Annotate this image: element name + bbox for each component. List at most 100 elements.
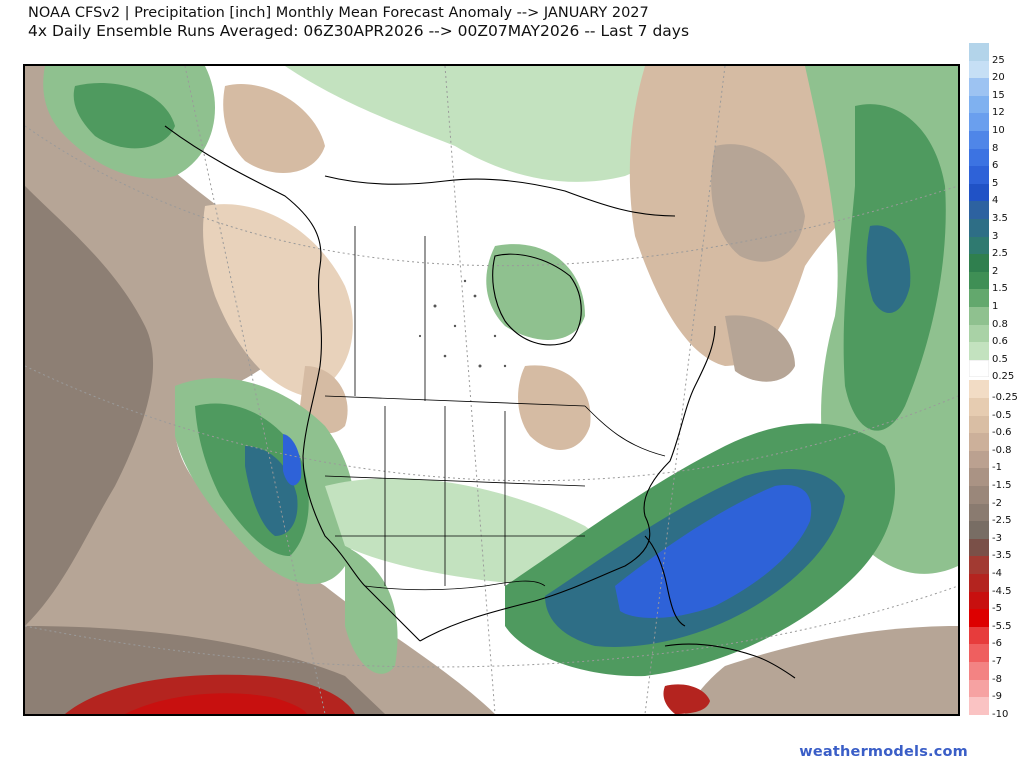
colorbar-segment xyxy=(969,271,989,290)
colorbar-segment xyxy=(969,609,989,627)
colorbar-segment xyxy=(969,131,989,149)
colorbar-label: -1.5 xyxy=(992,480,1012,491)
colorbar-segment xyxy=(969,486,989,504)
precip-anomaly-map xyxy=(25,66,958,714)
colorbar-label: 2 xyxy=(992,265,999,277)
caribbean-red-dry xyxy=(663,684,710,714)
colorbar-label: -10 xyxy=(992,708,1009,720)
colorbar-segment xyxy=(969,78,989,96)
colorbar-label: 10 xyxy=(992,125,1005,136)
colorbar-segment xyxy=(969,380,989,398)
colorbar-segment xyxy=(969,538,989,557)
colorbar-label: 5 xyxy=(992,177,999,189)
colorbar-label: -7 xyxy=(992,656,1002,667)
colorbar-label: -0.25 xyxy=(992,392,1018,403)
colorbar-label: -0.6 xyxy=(992,427,1012,439)
hudson-bay-wet xyxy=(486,244,585,340)
colorbar-label: 1.5 xyxy=(992,283,1008,295)
colorbar-segment xyxy=(969,398,989,416)
nw-pacific-wet-core xyxy=(73,82,175,149)
colorbar-segment xyxy=(969,556,989,574)
colorbar-label: -3 xyxy=(992,532,1002,544)
lakes xyxy=(418,279,507,368)
colorbar-segment xyxy=(969,183,989,202)
political-borders xyxy=(324,226,666,591)
colorbar-segment xyxy=(969,433,989,451)
colorbar-label: 12 xyxy=(992,107,1005,119)
colorbar-segment xyxy=(969,662,989,680)
arctic-wet-region xyxy=(285,66,675,182)
colorbar-label: 0.5 xyxy=(992,353,1008,365)
colorbar-label: -5 xyxy=(992,603,1002,615)
colorbar-label: -4 xyxy=(992,568,1002,579)
colorbar xyxy=(969,43,989,715)
western-canada-dry xyxy=(203,204,353,396)
colorbar-segment xyxy=(969,219,989,237)
colorbar-segment xyxy=(969,148,989,167)
colorbar-label: 3 xyxy=(992,230,999,242)
colorbar-segment xyxy=(969,503,989,522)
california-wet-peak xyxy=(283,434,302,486)
colorbar-label: -5.5 xyxy=(992,620,1012,632)
colorbar-label: -2 xyxy=(992,497,1002,509)
greenland-dry-core xyxy=(711,144,805,262)
colorbar-label: 15 xyxy=(992,89,1005,101)
great-lakes-dry xyxy=(518,365,591,450)
colorbar-segment xyxy=(969,43,989,61)
pacific-dry-region xyxy=(25,66,495,714)
colorbar-label: -0.8 xyxy=(992,444,1012,456)
colorbar-label: -9 xyxy=(992,691,1002,703)
alaska-dry xyxy=(223,84,325,173)
colorbar-label: 1 xyxy=(992,301,999,312)
map-title: NOAA CFSv2 | Precipitation [inch] Monthl… xyxy=(28,5,649,21)
colorbar-label: -4.5 xyxy=(992,585,1012,597)
colorbar-segment xyxy=(969,697,989,715)
colorbar-label: -8 xyxy=(992,673,1002,685)
colorbar-label: 25 xyxy=(992,54,1005,66)
central-us-wet xyxy=(325,478,606,586)
colorbar-label: 8 xyxy=(992,142,999,154)
colorbar-label: 0.8 xyxy=(992,318,1008,330)
gulf-atlantic-wet-core xyxy=(615,485,812,618)
colorbar-segment xyxy=(969,591,989,610)
colorbar-segment xyxy=(969,415,989,434)
colorbar-segment xyxy=(969,307,989,325)
red-dry-inner xyxy=(125,693,307,714)
colorbar-label: 0.6 xyxy=(992,336,1008,348)
caribbean-dry-region xyxy=(685,626,958,714)
source-credit: weathermodels.com xyxy=(799,744,968,760)
graticule xyxy=(25,66,958,714)
colorbar-segment xyxy=(969,679,989,698)
colorbar-segment xyxy=(969,60,989,79)
colorbar-segment xyxy=(969,574,989,592)
colorbar-segment xyxy=(969,359,989,378)
colorbar-label: 3.5 xyxy=(992,213,1008,224)
colorbar-segment xyxy=(969,644,989,662)
map-subtitle: 4x Daily Ensemble Runs Averaged: 06Z30AP… xyxy=(28,22,690,40)
colorbar-segment xyxy=(969,95,989,114)
pacific-dry-core xyxy=(25,186,154,626)
colorbar-label: -3.5 xyxy=(992,550,1012,562)
colorbar-label: 2.5 xyxy=(992,248,1008,260)
colorbar-label: -0.5 xyxy=(992,409,1012,421)
colorbar-segment xyxy=(969,468,989,486)
colorbar-segment xyxy=(969,166,989,184)
colorbar-label: 0.25 xyxy=(992,371,1015,383)
labrador-dry-core xyxy=(725,315,795,382)
colorbar-segment xyxy=(969,342,989,360)
coastlines xyxy=(164,125,796,679)
colorbar-label: 6 xyxy=(992,160,999,172)
colorbar-segment xyxy=(969,324,989,343)
colorbar-segment xyxy=(969,450,989,469)
north-atlantic-wet-core xyxy=(866,225,911,313)
colorbar-segment xyxy=(969,113,989,131)
colorbar-label: -2.5 xyxy=(992,515,1012,527)
colorbar-segment xyxy=(969,254,989,272)
colorbar-label: -6 xyxy=(992,638,1002,650)
colorbar-label: -1 xyxy=(992,462,1002,474)
forecast-map xyxy=(23,64,960,716)
colorbar-label: 20 xyxy=(992,72,1005,84)
colorbar-segment xyxy=(969,521,989,539)
colorbar-segment xyxy=(969,201,989,219)
colorbar-label: 4 xyxy=(992,195,999,207)
